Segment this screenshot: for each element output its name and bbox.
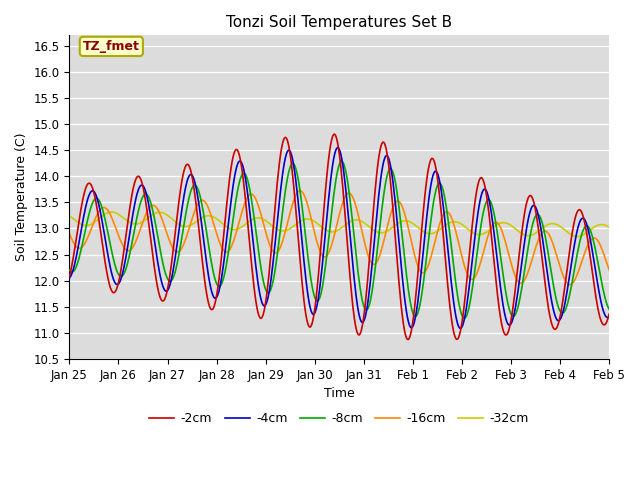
Line: -2cm: -2cm xyxy=(69,134,609,339)
-8cm xyxy=(580,225,588,230)
-16cm xyxy=(250,193,257,199)
Title: Tonzi Soil Temperatures Set B: Tonzi Soil Temperatures Set B xyxy=(226,15,452,30)
Y-axis label: Soil Temperature (C): Soil Temperature (C) xyxy=(15,133,28,262)
-8cm xyxy=(461,315,468,321)
-32cm xyxy=(127,220,134,226)
-32cm xyxy=(251,216,259,221)
-32cm xyxy=(580,231,588,237)
-16cm xyxy=(580,251,588,256)
-16cm xyxy=(387,210,395,216)
-2cm xyxy=(250,282,257,288)
-8cm xyxy=(387,166,395,172)
-2cm xyxy=(126,205,134,211)
-16cm xyxy=(566,282,574,288)
-4cm xyxy=(457,325,465,331)
-8cm xyxy=(338,158,346,164)
X-axis label: Time: Time xyxy=(324,387,355,400)
Text: TZ_fmet: TZ_fmet xyxy=(83,40,140,53)
-2cm xyxy=(387,183,395,189)
Line: -16cm: -16cm xyxy=(69,191,609,285)
-4cm xyxy=(166,283,173,288)
-2cm xyxy=(166,274,173,279)
-8cm xyxy=(560,309,568,315)
-16cm xyxy=(166,239,173,244)
-16cm xyxy=(296,188,303,193)
Legend: -2cm, -4cm, -8cm, -16cm, -32cm: -2cm, -4cm, -8cm, -16cm, -32cm xyxy=(145,407,534,430)
-4cm xyxy=(560,305,568,311)
-32cm xyxy=(65,213,73,219)
-2cm xyxy=(605,312,613,317)
-16cm xyxy=(559,273,567,278)
-4cm xyxy=(65,275,73,281)
-8cm xyxy=(166,278,173,284)
-8cm xyxy=(250,212,257,218)
-32cm xyxy=(108,209,115,215)
-4cm xyxy=(334,144,342,150)
-8cm xyxy=(65,267,73,273)
-32cm xyxy=(559,226,567,231)
Line: -4cm: -4cm xyxy=(69,147,609,328)
-4cm xyxy=(250,245,257,251)
-2cm xyxy=(560,290,568,296)
-2cm xyxy=(331,132,339,137)
-32cm xyxy=(387,226,395,231)
Line: -32cm: -32cm xyxy=(69,212,609,237)
-16cm xyxy=(65,231,73,237)
-4cm xyxy=(605,314,613,320)
-2cm xyxy=(404,336,412,342)
-16cm xyxy=(605,267,613,273)
-4cm xyxy=(387,165,395,171)
Line: -8cm: -8cm xyxy=(69,161,609,318)
-32cm xyxy=(605,224,613,230)
-4cm xyxy=(126,230,134,236)
-2cm xyxy=(65,274,73,279)
-4cm xyxy=(580,216,588,222)
-32cm xyxy=(573,234,581,240)
-32cm xyxy=(167,215,175,221)
-16cm xyxy=(126,248,134,253)
-8cm xyxy=(126,251,134,256)
-2cm xyxy=(580,219,588,225)
-8cm xyxy=(605,306,613,312)
